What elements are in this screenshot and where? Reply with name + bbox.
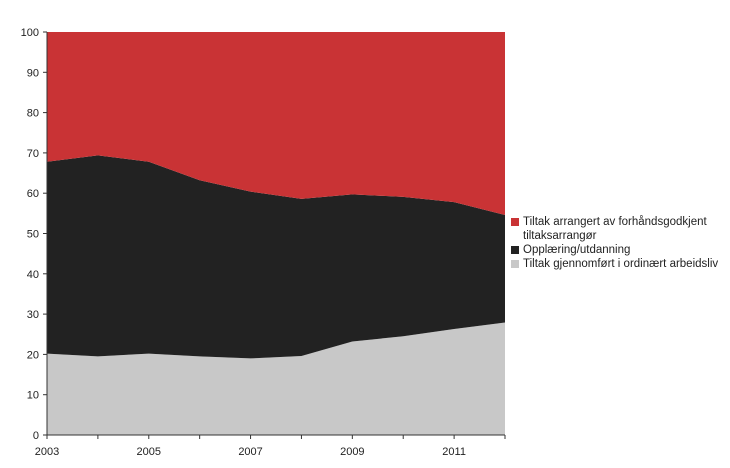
y-tick-label: 40 xyxy=(27,269,39,281)
y-tick-label: 20 xyxy=(27,349,39,361)
x-tick-label: 2005 xyxy=(137,446,161,458)
legend-label: Tiltak gjennomført i ordinært arbeidsliv xyxy=(523,258,719,270)
y-tick-label: 60 xyxy=(27,188,39,200)
area-series-0 xyxy=(47,322,505,435)
y-tick-label: 90 xyxy=(27,67,39,79)
y-tick-label: 0 xyxy=(33,430,39,442)
y-tick-label: 30 xyxy=(27,309,39,321)
legend-swatch xyxy=(511,218,519,226)
legend-item: Opplæring/utdanning xyxy=(511,243,726,257)
legend-swatch xyxy=(511,260,519,268)
x-tick-label: 2011 xyxy=(442,446,466,458)
y-tick-label: 100 xyxy=(21,27,39,39)
legend: Tiltak arrangert av forhåndsgodkjent til… xyxy=(511,215,726,271)
legend-item: Tiltak gjennomført i ordinært arbeidsliv xyxy=(511,257,726,271)
area-series-group xyxy=(47,32,505,435)
area-series-2 xyxy=(47,32,505,215)
x-tick-label: 2009 xyxy=(340,446,364,458)
y-tick-label: 50 xyxy=(27,229,39,241)
legend-item: Tiltak arrangert av forhåndsgodkjent til… xyxy=(511,215,726,243)
area-series-1 xyxy=(47,155,505,359)
legend-swatch xyxy=(511,246,519,254)
x-tick-label: 2007 xyxy=(238,446,262,458)
y-axis-ticks: 0 10 20 30 40 50 60 70 80 90 100 xyxy=(21,27,47,442)
x-tick-label: 2003 xyxy=(35,446,59,458)
y-tick-label: 10 xyxy=(27,390,39,402)
y-tick-label: 70 xyxy=(27,148,39,160)
legend-label: Tiltak arrangert av forhåndsgodkjent til… xyxy=(523,216,707,242)
legend-label: Opplæring/utdanning xyxy=(523,244,631,256)
x-axis-ticks: 2003 2005 2007 2009 2011 xyxy=(35,435,506,458)
y-tick-label: 80 xyxy=(27,108,39,120)
